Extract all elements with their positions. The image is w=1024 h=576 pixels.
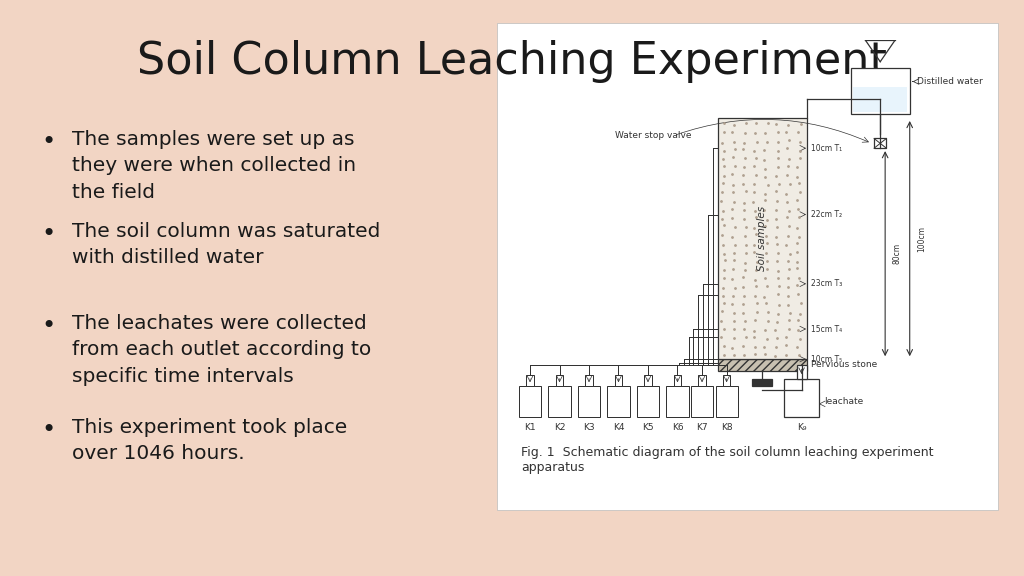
Text: Water stop valve: Water stop valve	[614, 131, 691, 140]
Bar	[549, 386, 570, 418]
Text: Soil Column Leaching Experiment: Soil Column Leaching Experiment	[137, 40, 887, 84]
Text: K8: K8	[721, 423, 732, 432]
Text: •: •	[41, 314, 55, 338]
Text: leachate: leachate	[823, 397, 863, 407]
Text: K4: K4	[612, 423, 625, 432]
Text: K6: K6	[672, 423, 683, 432]
Text: The leachates were collected
from each outlet according to
specific time interva: The leachates were collected from each o…	[72, 314, 371, 386]
Bar	[723, 375, 730, 386]
Bar	[674, 375, 681, 386]
Bar	[586, 375, 593, 386]
Text: K1: K1	[524, 423, 536, 432]
Text: 15cm T₄: 15cm T₄	[811, 324, 843, 334]
Bar	[578, 386, 600, 418]
Text: Pervious stone: Pervious stone	[811, 361, 878, 369]
FancyBboxPatch shape	[497, 23, 998, 510]
Bar	[637, 386, 659, 418]
Text: Fig. 1  Schematic diagram of the soil column leaching experiment
apparatus: Fig. 1 Schematic diagram of the soil col…	[521, 446, 934, 474]
Bar	[644, 375, 651, 386]
Text: 80cm: 80cm	[893, 243, 901, 264]
Text: 100cm: 100cm	[918, 226, 926, 252]
Bar	[691, 386, 713, 418]
Text: 22cm T₂: 22cm T₂	[811, 210, 843, 219]
Bar	[607, 386, 630, 418]
Bar	[718, 359, 807, 371]
Bar	[698, 375, 706, 386]
Text: K3: K3	[584, 423, 595, 432]
Bar	[797, 365, 807, 378]
Bar	[519, 386, 541, 418]
Text: •: •	[41, 130, 55, 154]
Text: K2: K2	[554, 423, 565, 432]
Text: Distilled water: Distilled water	[918, 77, 983, 86]
Text: The soil column was saturated
with distilled water: The soil column was saturated with disti…	[72, 222, 380, 267]
Text: The samples were set up as
they were when collected in
the field: The samples were set up as they were whe…	[72, 130, 355, 202]
Text: K5: K5	[642, 423, 653, 432]
Text: 23cm T₃: 23cm T₃	[811, 279, 843, 289]
Bar	[716, 386, 737, 418]
Bar	[718, 118, 807, 359]
Text: K7: K7	[696, 423, 708, 432]
Bar	[851, 67, 909, 114]
Text: 10cm T₁: 10cm T₁	[811, 144, 843, 153]
Text: This experiment took place
over 1046 hours.: This experiment took place over 1046 hou…	[72, 418, 347, 463]
Text: Soil samples: Soil samples	[758, 206, 767, 271]
Bar	[667, 386, 688, 418]
Text: •: •	[41, 222, 55, 246]
Bar	[526, 375, 534, 386]
Bar	[753, 378, 772, 386]
Text: 10cm T₅: 10cm T₅	[811, 355, 843, 363]
Bar	[853, 86, 907, 112]
Bar	[614, 375, 623, 386]
Bar	[874, 138, 887, 148]
Bar	[556, 375, 563, 386]
Text: K₉: K₉	[797, 423, 806, 432]
Text: •: •	[41, 418, 55, 442]
Bar	[784, 378, 819, 418]
